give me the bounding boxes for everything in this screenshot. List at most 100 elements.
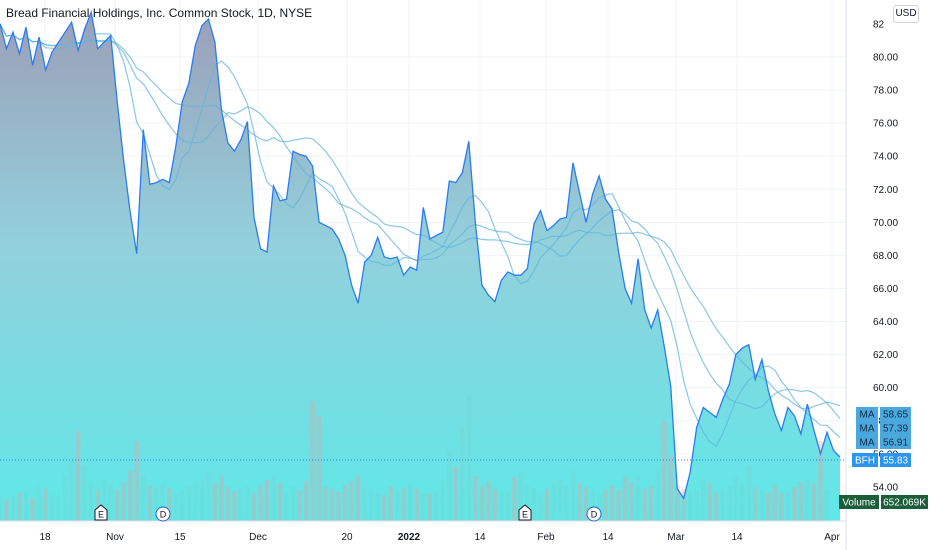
ma-line-2[interactable] bbox=[0, 23, 841, 419]
volume-bar bbox=[401, 488, 406, 521]
volume-bar bbox=[173, 494, 179, 521]
dividend-marker-icon[interactable] bbox=[586, 506, 602, 522]
dividend-marker-icon[interactable] bbox=[155, 506, 171, 522]
volume-bar bbox=[557, 480, 563, 521]
last-price-symbol-bg bbox=[852, 453, 878, 467]
event-marker-label: D bbox=[591, 510, 598, 520]
price-line[interactable] bbox=[0, 9, 841, 501]
volume-bar bbox=[297, 490, 302, 521]
earnings-marker-icon[interactable] bbox=[518, 504, 532, 521]
x-tick-label: 14 bbox=[602, 532, 614, 543]
volume-bar bbox=[655, 471, 660, 521]
volume-bar bbox=[525, 485, 530, 521]
volume-bar bbox=[362, 487, 367, 521]
volume-bar bbox=[101, 480, 107, 521]
volume-bar bbox=[193, 482, 198, 521]
volume-bar bbox=[147, 486, 153, 521]
volume-bar bbox=[609, 485, 615, 521]
volume-bar bbox=[219, 476, 224, 521]
volume-bar bbox=[329, 489, 335, 521]
volume-bar bbox=[596, 495, 602, 521]
volume-bar bbox=[407, 483, 413, 521]
volume-bar bbox=[69, 461, 74, 521]
event-marker-label: E bbox=[98, 510, 104, 520]
volume-bar bbox=[284, 493, 289, 521]
volume-bar bbox=[316, 416, 322, 521]
volume-bar bbox=[427, 494, 433, 521]
volume-bar bbox=[43, 488, 48, 521]
volume-bar bbox=[590, 492, 595, 521]
ma-line-1[interactable] bbox=[0, 23, 841, 448]
y-tick-label: 64.00 bbox=[873, 317, 898, 328]
volume-bar bbox=[616, 490, 621, 521]
volume-bar bbox=[460, 426, 465, 521]
x-tick-label: 14 bbox=[474, 532, 486, 543]
volume-bar bbox=[264, 480, 270, 521]
last-price-symbol: BFH bbox=[855, 456, 875, 467]
volume-bar bbox=[538, 494, 543, 521]
volume-bar bbox=[258, 485, 263, 521]
volume-bar bbox=[544, 489, 550, 521]
volume-bar bbox=[622, 477, 628, 521]
volume-bar bbox=[336, 492, 341, 521]
x-tick-label: 15 bbox=[174, 532, 186, 543]
volume-bar bbox=[681, 489, 686, 521]
volume-bar bbox=[766, 493, 771, 521]
volume-bar bbox=[245, 486, 250, 521]
volume-bar bbox=[512, 477, 517, 521]
volume-bar bbox=[733, 477, 739, 521]
volume-bar bbox=[323, 486, 328, 521]
y-tick-label: 72.00 bbox=[873, 185, 898, 196]
volume-bar bbox=[759, 490, 765, 521]
x-tick-label: Nov bbox=[106, 532, 124, 543]
volume-bar bbox=[635, 476, 641, 521]
volume-bar bbox=[434, 491, 439, 521]
volume-bar bbox=[603, 489, 608, 521]
volume-bar bbox=[772, 485, 778, 521]
y-tick-label: 66.00 bbox=[873, 284, 898, 295]
volume-bar bbox=[140, 476, 146, 521]
x-tick-label: 2022 bbox=[398, 532, 421, 543]
ma-tag-value: 56.91 bbox=[883, 438, 908, 449]
x-tick-label: Apr bbox=[824, 532, 840, 543]
volume-bar bbox=[805, 480, 810, 521]
volume-bar bbox=[180, 491, 185, 521]
volume-bar bbox=[518, 473, 524, 521]
volume-bar bbox=[388, 486, 393, 521]
volume-bar bbox=[551, 482, 556, 521]
volume-bar bbox=[486, 482, 491, 521]
last-price-value: 55.83 bbox=[883, 456, 908, 467]
x-tick-label: 14 bbox=[731, 532, 743, 543]
earnings-marker-icon[interactable] bbox=[94, 504, 108, 521]
volume-bar bbox=[277, 483, 283, 521]
volume-bar bbox=[753, 487, 758, 521]
volume-bar bbox=[167, 488, 172, 521]
x-tick-label: Feb bbox=[537, 532, 555, 543]
volume-bar bbox=[505, 491, 511, 521]
ma-tag-name-bg bbox=[856, 407, 878, 421]
price-area-layer bbox=[0, 12, 840, 522]
time-axis[interactable]: 18 Nov 15 Dec 20 2022 14 Feb 14 Mar 14 Apr bbox=[39, 532, 840, 543]
x-tick-label: 18 bbox=[39, 532, 51, 543]
volume-bar bbox=[290, 486, 296, 521]
currency-button[interactable]: USD bbox=[893, 5, 919, 23]
volume-bar bbox=[17, 493, 22, 521]
y-tick-label: 62.00 bbox=[873, 350, 898, 361]
volume-bar bbox=[251, 493, 257, 521]
volume-bar bbox=[661, 421, 667, 521]
volume-bar bbox=[36, 486, 42, 521]
volume-bar bbox=[792, 487, 797, 521]
volume-bar bbox=[10, 495, 16, 521]
volume-bar bbox=[121, 482, 126, 521]
volume-bar bbox=[368, 491, 374, 521]
event-marker-label: D bbox=[160, 510, 167, 520]
price-area-fill bbox=[0, 12, 840, 522]
volume-bar bbox=[727, 486, 732, 521]
volume-value-bg bbox=[881, 495, 928, 509]
volume-bars-layer bbox=[0, 396, 830, 521]
price-line-layer bbox=[0, 9, 841, 501]
volume-bar bbox=[674, 485, 680, 521]
volume-bar bbox=[225, 487, 231, 521]
x-tick-label: Dec bbox=[249, 532, 267, 543]
